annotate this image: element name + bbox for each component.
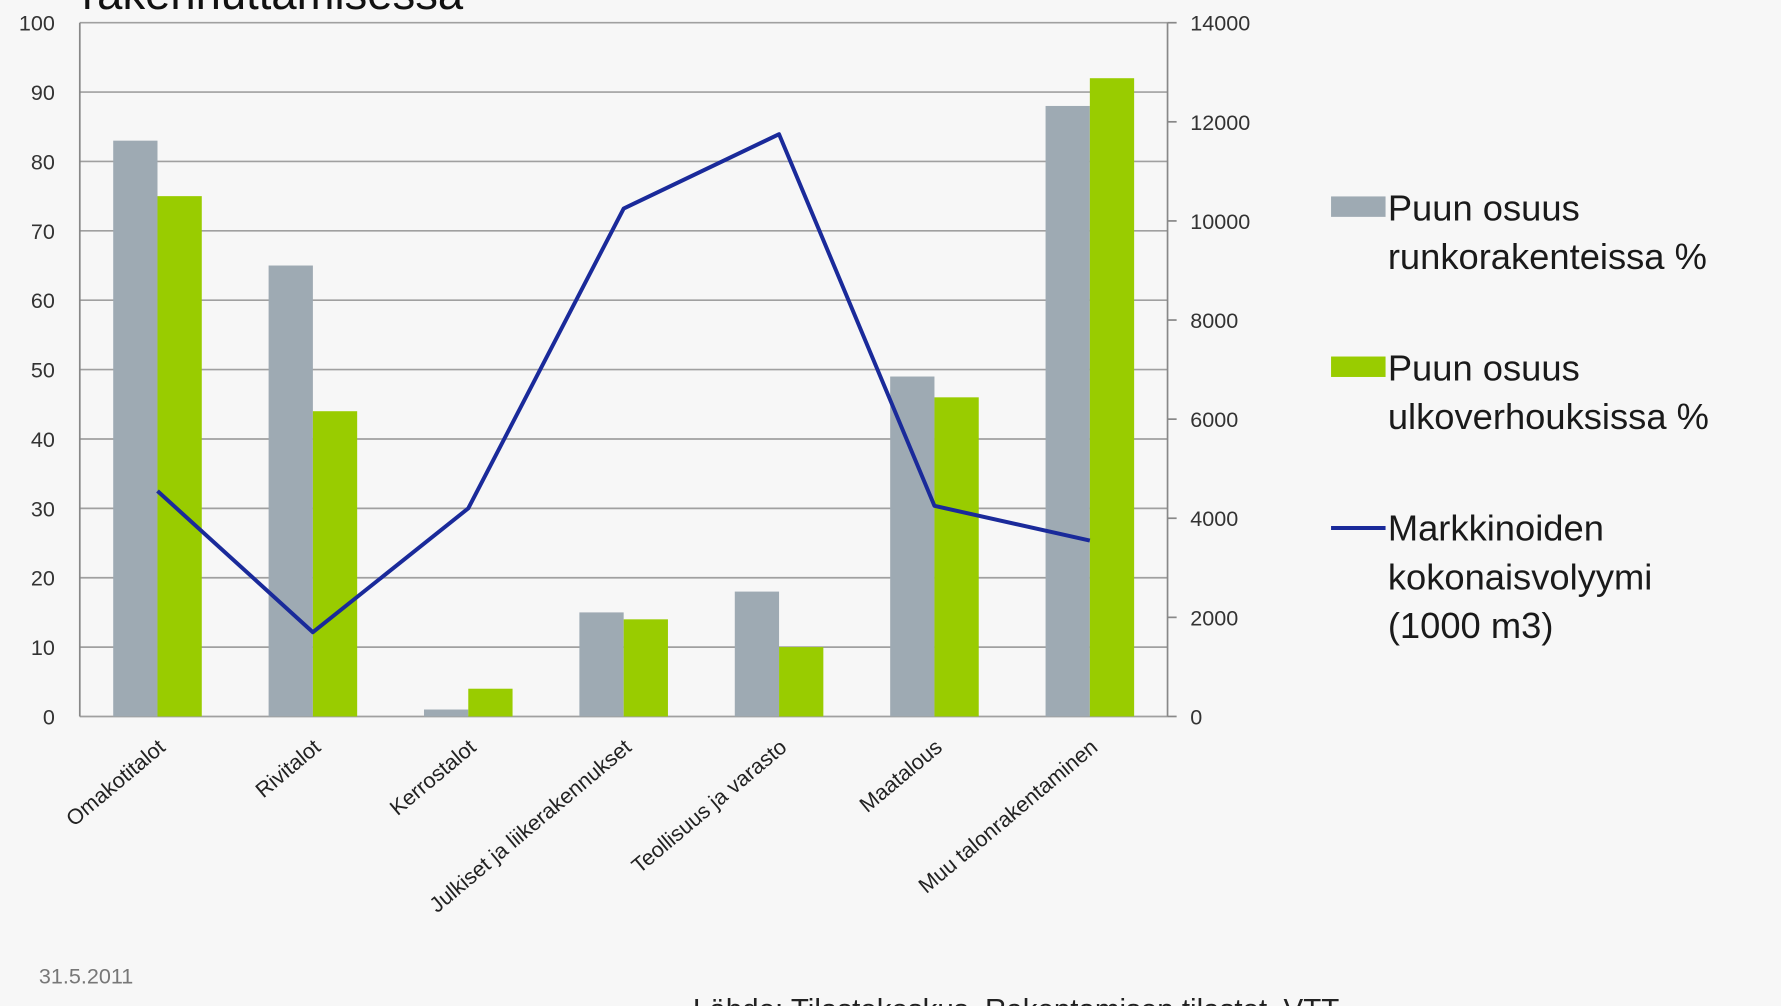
- y2-tick-label: 14000: [1190, 11, 1250, 36]
- y2-tick-label: 2000: [1190, 605, 1238, 630]
- y-tick-label: 80: [31, 149, 55, 174]
- date: 31.5.2011: [39, 963, 133, 988]
- legend-item: Puun osuus ulkoverhouksissa %: [1387, 347, 1709, 438]
- y2-tick-label: 12000: [1190, 110, 1250, 135]
- y-tick-label: 50: [31, 358, 55, 383]
- bar: [268, 265, 313, 717]
- y-tick-label: 0: [43, 704, 55, 729]
- bar: [579, 612, 624, 717]
- legend-swatch: [1331, 356, 1386, 377]
- y-tick-label: 20: [31, 566, 55, 591]
- bar: [734, 591, 780, 717]
- bar: [1089, 78, 1135, 717]
- y2-tick-label: 4000: [1190, 506, 1238, 531]
- line: [156, 132, 1091, 635]
- chart-title: rakennuttamisessa: [82, 0, 464, 19]
- y-tick-label: 90: [31, 80, 55, 105]
- source: Lähde: Tilastokeskus, Rakentamisen tilas…: [693, 994, 1339, 1006]
- y2-tick-label: 6000: [1190, 407, 1238, 432]
- bar: [157, 196, 202, 717]
- y-tick-label: 10: [31, 635, 55, 660]
- bar: [623, 619, 668, 717]
- bar: [1045, 105, 1090, 717]
- y2-tick-label: 0: [1190, 704, 1202, 729]
- y-tick-label: 100: [19, 11, 55, 36]
- y2-tick-label: 10000: [1190, 209, 1250, 234]
- bar: [113, 140, 158, 717]
- y2-tick-label: 8000: [1190, 308, 1238, 333]
- bar: [934, 397, 979, 717]
- y-tick-label: 30: [31, 496, 55, 521]
- bar: [312, 411, 358, 717]
- legend-item: Puun osuus runkorakenteissa %: [1387, 187, 1707, 278]
- bar: [423, 709, 469, 717]
- bar: [468, 688, 513, 717]
- y-tick-label: 70: [31, 219, 55, 244]
- legend-label: Puun osuus ulkoverhouksissa %: [1387, 347, 1709, 438]
- legend-swatch: [1331, 196, 1386, 217]
- bar: [779, 647, 824, 717]
- legend-item: Markkinoiden kokonaisvolyymi (1000 m3): [1387, 507, 1653, 647]
- bar: [890, 376, 935, 717]
- y-tick-label: 60: [31, 288, 55, 313]
- legend-label: Puun osuus runkorakenteissa %: [1387, 187, 1707, 278]
- y-tick-label: 40: [31, 427, 55, 452]
- legend-label: Markkinoiden kokonaisvolyymi (1000 m3): [1387, 507, 1653, 647]
